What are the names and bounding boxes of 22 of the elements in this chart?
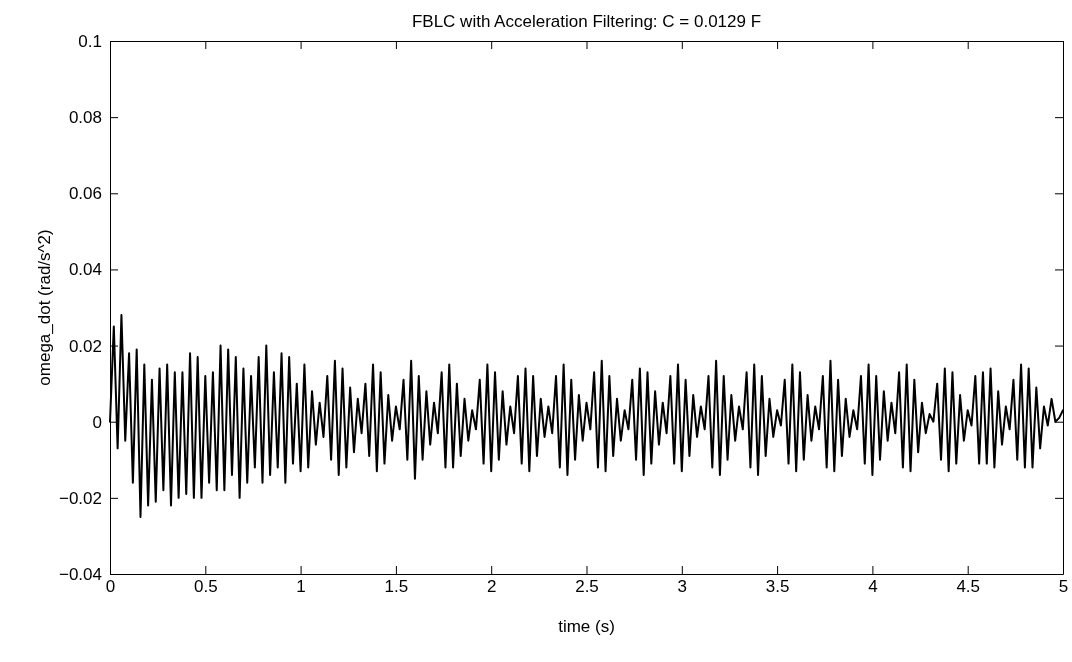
x-tick-label: 3 bbox=[677, 577, 688, 597]
x-tick-label: 3.5 bbox=[765, 577, 790, 597]
y-tick-label: −0.04 bbox=[58, 564, 102, 584]
x-tick-label: 2.5 bbox=[575, 577, 599, 597]
x-tick-label: 4.5 bbox=[956, 577, 981, 597]
x-tick-label: 5 bbox=[1058, 577, 1069, 597]
y-tick-label: 0.04 bbox=[68, 260, 102, 280]
x-axis-title: time (s) bbox=[558, 617, 615, 636]
y-tick-label: 0.06 bbox=[68, 184, 102, 204]
x-tick-label: 2 bbox=[486, 577, 497, 597]
y-tick-label: 0 bbox=[92, 412, 102, 432]
x-tick-label: 0.5 bbox=[193, 577, 218, 597]
y-tick-label: −0.02 bbox=[58, 488, 102, 508]
x-tick-label: 0 bbox=[105, 577, 116, 597]
y-tick-label: 0.1 bbox=[78, 31, 102, 51]
x-tick-label: 1 bbox=[296, 577, 306, 597]
y-axis-title: omega_dot (rad/s^2) bbox=[35, 229, 54, 386]
x-tick-label: 1.5 bbox=[384, 577, 409, 597]
chart-title: FBLC with Acceleration Filtering: C = 0.0129 F bbox=[411, 12, 762, 31]
x-tick-label: 4 bbox=[868, 577, 878, 597]
y-tick-label: 0.08 bbox=[68, 108, 102, 128]
y-tick-label: 0.02 bbox=[68, 336, 102, 356]
